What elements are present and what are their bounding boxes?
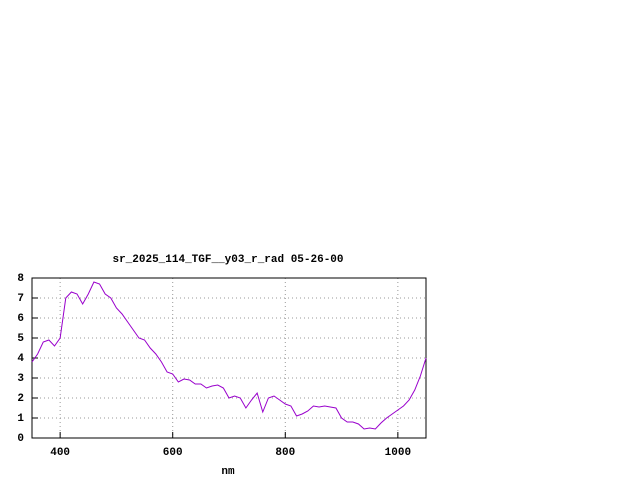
x-tick-label: 800 xyxy=(275,447,295,459)
x-tick-label: 600 xyxy=(163,447,183,459)
y-tick-label: 0 xyxy=(17,433,24,445)
y-tick-label: 5 xyxy=(17,333,24,345)
y-tick-label: 3 xyxy=(17,373,24,385)
chart-title: sr_2025_114_TGF__y03_r_rad 05-26-00 xyxy=(112,254,343,266)
y-tick-label: 1 xyxy=(17,413,24,425)
y-tick-label: 6 xyxy=(17,313,24,325)
y-tick-label: 8 xyxy=(17,273,24,285)
x-tick-label: 1000 xyxy=(385,447,411,459)
y-tick-label: 4 xyxy=(17,353,24,365)
y-tick-label: 2 xyxy=(17,393,24,405)
x-tick-label: 400 xyxy=(50,447,70,459)
y-tick-label: 7 xyxy=(17,293,24,305)
data-line xyxy=(31,281,427,430)
x-axis-label: nm xyxy=(221,466,235,478)
